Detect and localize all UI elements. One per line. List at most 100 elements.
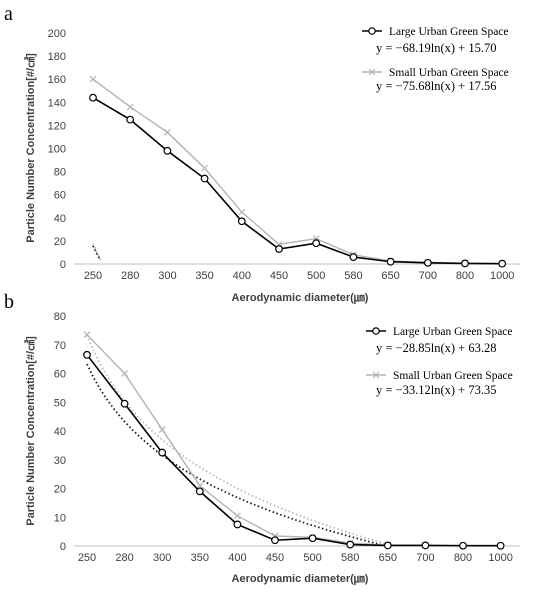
data-point-large [308,534,317,543]
x-tick-label: 300 [153,552,171,564]
chart-panel-b: b Particle Number Concentration[#/㎤] Aer… [4,291,520,585]
y-tick-label: 80 [54,167,66,179]
data-point-small [201,164,209,172]
x-tick-label: 580 [344,270,362,282]
data-point-large [200,174,209,183]
x-tick-label: 280 [121,270,139,282]
y-tick-label: 60 [54,369,66,381]
y-tick-label: 160 [48,74,66,86]
legend-entry-small-a: Small Urban Green Space [362,67,509,79]
series-line-small [86,334,501,547]
trendline-large [86,363,385,547]
data-point-large [312,239,321,248]
x-tick-label: 580 [341,552,359,564]
series-line-small [92,78,503,265]
x-tick-label: 650 [381,270,399,282]
y-tick-label: 60 [54,190,66,202]
x-tick-label: 800 [456,270,474,282]
x-tick-label: 300 [158,270,176,282]
legend-b: Large Urban Green Space y = −28.85ln(x) … [366,326,513,397]
data-point-large [461,259,469,268]
panel-label-b: b [4,291,14,313]
x-tick-label: 450 [266,552,284,564]
y-tick-label: 80 [54,311,66,323]
x-tick-label: 400 [233,270,251,282]
data-point-large [120,399,129,408]
series-group-a [89,75,507,268]
trendline-equation-small-a: y = −75.68ln(x) + 17.56 [376,79,496,93]
data-point-large [349,253,358,261]
trendline-equation-small-b: y = −33.12ln(x) + 73.35 [376,383,496,397]
legend-label-small-a: Small Urban Green Space [389,67,509,79]
y-axis-label-b: Particle Number Concentration[#/㎤] [23,336,37,526]
x-tick-label: 1000 [490,270,514,282]
x-tick-label: 700 [416,552,434,564]
data-point-large [163,146,172,155]
trendline-equation-large-b: y = −28.85ln(x) + 63.28 [376,341,496,355]
data-point-large [89,93,97,102]
series-line-large [86,354,501,547]
y-tick-label: 70 [54,340,66,352]
x-tick-label: 800 [454,552,472,564]
x-tick-label: 250 [84,270,102,282]
x-axis-label-b: Aerodynamic diameter(㎛) [232,573,369,585]
data-point-large [271,536,279,545]
panel-label-a: a [4,3,13,25]
data-point-small [83,331,91,339]
data-point-large [421,541,430,550]
trendline-small [92,243,102,261]
data-point-large [383,541,392,550]
x-tick-label: 280 [115,552,133,564]
y-tick-label: 40 [54,426,66,438]
y-tick-label: 0 [60,259,66,271]
x-tick-label: 250 [78,552,96,564]
y-tick-labels-b: 0 10 20 30 40 50 60 70 80 [54,311,66,553]
legend-a: Large Urban Green Space y = −68.19ln(x) … [362,26,509,93]
y-tick-labels-a: 0 20 40 60 80 100 120 140 160 180 200 [48,28,66,271]
x-tick-label: 700 [419,270,437,282]
y-tick-label: 10 [54,512,66,524]
data-point-small [163,128,171,136]
legend-marker-circle [372,327,380,335]
trendline-small [86,334,392,547]
x-tick-label: 1000 [488,552,512,564]
data-point-large [195,487,204,496]
trendline-equation-large-a: y = −68.19ln(x) + 15.70 [376,41,496,55]
legend-marker-x [372,371,380,379]
y-tick-label: 200 [48,28,66,40]
x-axis-label-a: Aerodynamic diameter(㎛) [232,292,369,304]
data-point-large [498,259,507,268]
series-line-large [92,96,503,265]
data-point-large [237,217,246,226]
x-tick-label: 450 [270,270,288,282]
data-point-large [386,257,395,266]
data-point-large [496,541,505,550]
x-tick-label: 650 [379,552,397,564]
y-tick-label: 40 [54,213,66,225]
data-point-small [121,370,129,377]
data-point-large [423,258,432,267]
data-point-small [89,75,97,83]
y-tick-label: 0 [60,541,66,553]
data-point-large [346,540,355,549]
y-axis-label-a: Particle Number Concentration[#/㎤] [23,53,37,243]
data-point-large [459,541,467,550]
data-point-large [275,245,283,253]
series-group-b [83,331,505,550]
y-tick-label: 140 [48,97,66,109]
data-point-small [238,208,246,216]
y-tick-label: 30 [54,455,66,467]
y-tick-label: 100 [48,144,66,156]
data-point-small [158,426,166,433]
data-point-small [233,512,241,520]
chart-panel-a: a Particle Number Concentration[#/㎤] Aer… [4,3,520,304]
data-point-small [196,482,204,490]
x-tick-labels-b: 250 280 300 350 400 450 500 580 650 700 800 1000 [78,552,513,564]
y-tick-label: 20 [54,484,66,496]
data-point-large [83,350,91,359]
legend-entry-large-b: Large Urban Green Space [366,326,513,338]
x-tick-label: 500 [303,552,321,564]
trendline-large [92,245,102,261]
y-tick-label: 20 [54,236,66,248]
